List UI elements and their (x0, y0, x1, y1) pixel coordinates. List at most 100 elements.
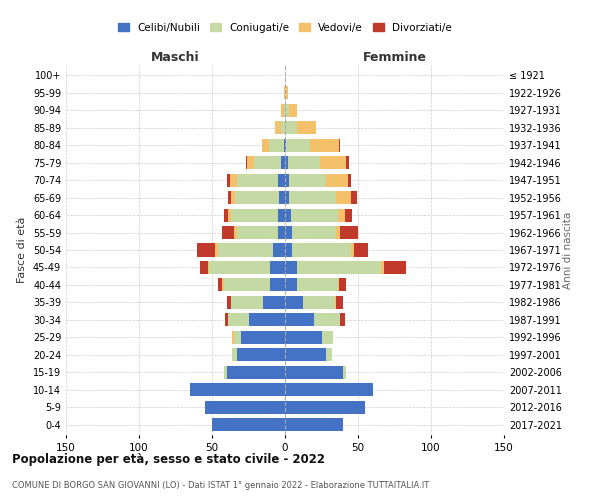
Bar (281, 122, 285, 134)
Bar (285, 418, 343, 431)
Bar (289, 191, 336, 204)
Bar (285, 138, 286, 152)
Bar (285, 174, 289, 186)
Bar (234, 226, 237, 239)
Bar (285, 104, 289, 117)
Bar (335, 296, 336, 309)
Bar (228, 314, 248, 326)
Bar (227, 174, 230, 186)
Bar (281, 104, 284, 117)
Bar (278, 226, 285, 239)
Bar (345, 208, 352, 222)
Bar (284, 104, 285, 117)
Bar (336, 191, 351, 204)
Bar (336, 296, 343, 309)
Bar (269, 138, 284, 152)
Y-axis label: Anni di nascita: Anni di nascita (563, 212, 573, 288)
Bar (200, 261, 208, 274)
Bar (350, 244, 353, 256)
Bar (222, 226, 234, 239)
Bar (296, 261, 382, 274)
Bar (218, 244, 274, 256)
Bar (208, 261, 209, 274)
Bar (353, 244, 368, 256)
Bar (289, 174, 326, 186)
Bar (285, 314, 314, 326)
Bar (197, 244, 215, 256)
Bar (215, 244, 218, 256)
Bar (285, 348, 326, 362)
Bar (271, 261, 285, 274)
Bar (285, 208, 291, 222)
Bar (285, 122, 296, 134)
Bar (222, 278, 224, 291)
Bar (285, 278, 296, 291)
Text: Popolazione per età, sesso e stato civile - 2022: Popolazione per età, sesso e stato civil… (12, 452, 325, 466)
Bar (241, 330, 285, 344)
Bar (285, 330, 322, 344)
Bar (285, 400, 365, 413)
Bar (340, 226, 358, 239)
Bar (209, 261, 271, 274)
Bar (285, 156, 288, 170)
Bar (218, 278, 222, 291)
Bar (322, 330, 333, 344)
Bar (285, 226, 292, 239)
Bar (285, 244, 292, 256)
Bar (232, 330, 234, 344)
Bar (340, 314, 345, 326)
Bar (263, 296, 285, 309)
Bar (338, 208, 345, 222)
Bar (285, 296, 302, 309)
Bar (286, 86, 288, 100)
Bar (245, 156, 247, 170)
Bar (278, 174, 285, 186)
Bar (190, 383, 285, 396)
Bar (292, 226, 336, 239)
Bar (237, 226, 278, 239)
Bar (285, 366, 343, 378)
Bar (339, 138, 340, 152)
Legend: Celibi/Nubili, Coniugati/e, Vedovi/e, Divorziati/e: Celibi/Nubili, Coniugati/e, Vedovi/e, Di… (114, 18, 456, 36)
Bar (231, 191, 235, 204)
Bar (338, 278, 339, 291)
Bar (296, 278, 338, 291)
Bar (247, 156, 254, 170)
Bar (230, 174, 237, 186)
Bar (228, 208, 231, 222)
Bar (326, 348, 332, 362)
Bar (285, 86, 286, 100)
Bar (314, 314, 340, 326)
Bar (285, 191, 289, 204)
Bar (384, 261, 406, 274)
Bar (346, 156, 349, 170)
Bar (343, 366, 346, 378)
Bar (382, 261, 384, 274)
Bar (225, 314, 228, 326)
Bar (237, 348, 285, 362)
Bar (320, 156, 346, 170)
Bar (339, 278, 346, 291)
Y-axis label: Fasce di età: Fasce di età (17, 217, 27, 283)
Text: COMUNE DI BORGO SAN GIOVANNI (LO) - Dati ISTAT 1° gennaio 2022 - Elaborazione TU: COMUNE DI BORGO SAN GIOVANNI (LO) - Dati… (12, 480, 429, 490)
Bar (296, 122, 316, 134)
Bar (286, 138, 310, 152)
Bar (336, 226, 340, 239)
Bar (228, 191, 231, 204)
Bar (274, 244, 285, 256)
Bar (291, 208, 338, 222)
Bar (288, 156, 320, 170)
Bar (235, 191, 279, 204)
Bar (224, 208, 228, 222)
Bar (234, 330, 241, 344)
Bar (284, 86, 285, 100)
Text: Femmine: Femmine (362, 51, 427, 64)
Bar (224, 278, 271, 291)
Bar (289, 104, 296, 117)
Bar (224, 366, 227, 378)
Bar (278, 208, 285, 222)
Bar (254, 156, 281, 170)
Bar (275, 122, 281, 134)
Bar (279, 191, 285, 204)
Bar (205, 400, 285, 413)
